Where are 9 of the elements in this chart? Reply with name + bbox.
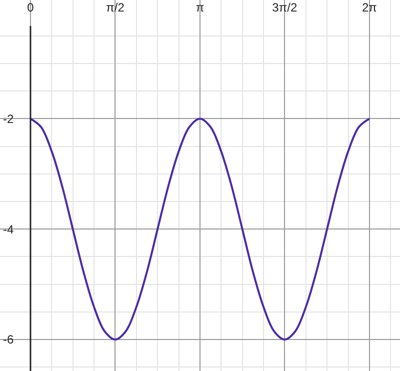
y-tick-label: -2 bbox=[3, 112, 14, 126]
x-tick-label: 0 bbox=[27, 0, 34, 14]
y-tick-label: -6 bbox=[3, 332, 14, 347]
x-tick-label: π/2 bbox=[106, 0, 125, 14]
x-tick-label: 2π bbox=[362, 0, 377, 14]
line-series bbox=[29, 118, 370, 341]
x-tick-label: 3π/2 bbox=[272, 0, 298, 14]
y-tick-label: -4 bbox=[3, 222, 14, 236]
x-tick-label: π bbox=[196, 0, 204, 14]
